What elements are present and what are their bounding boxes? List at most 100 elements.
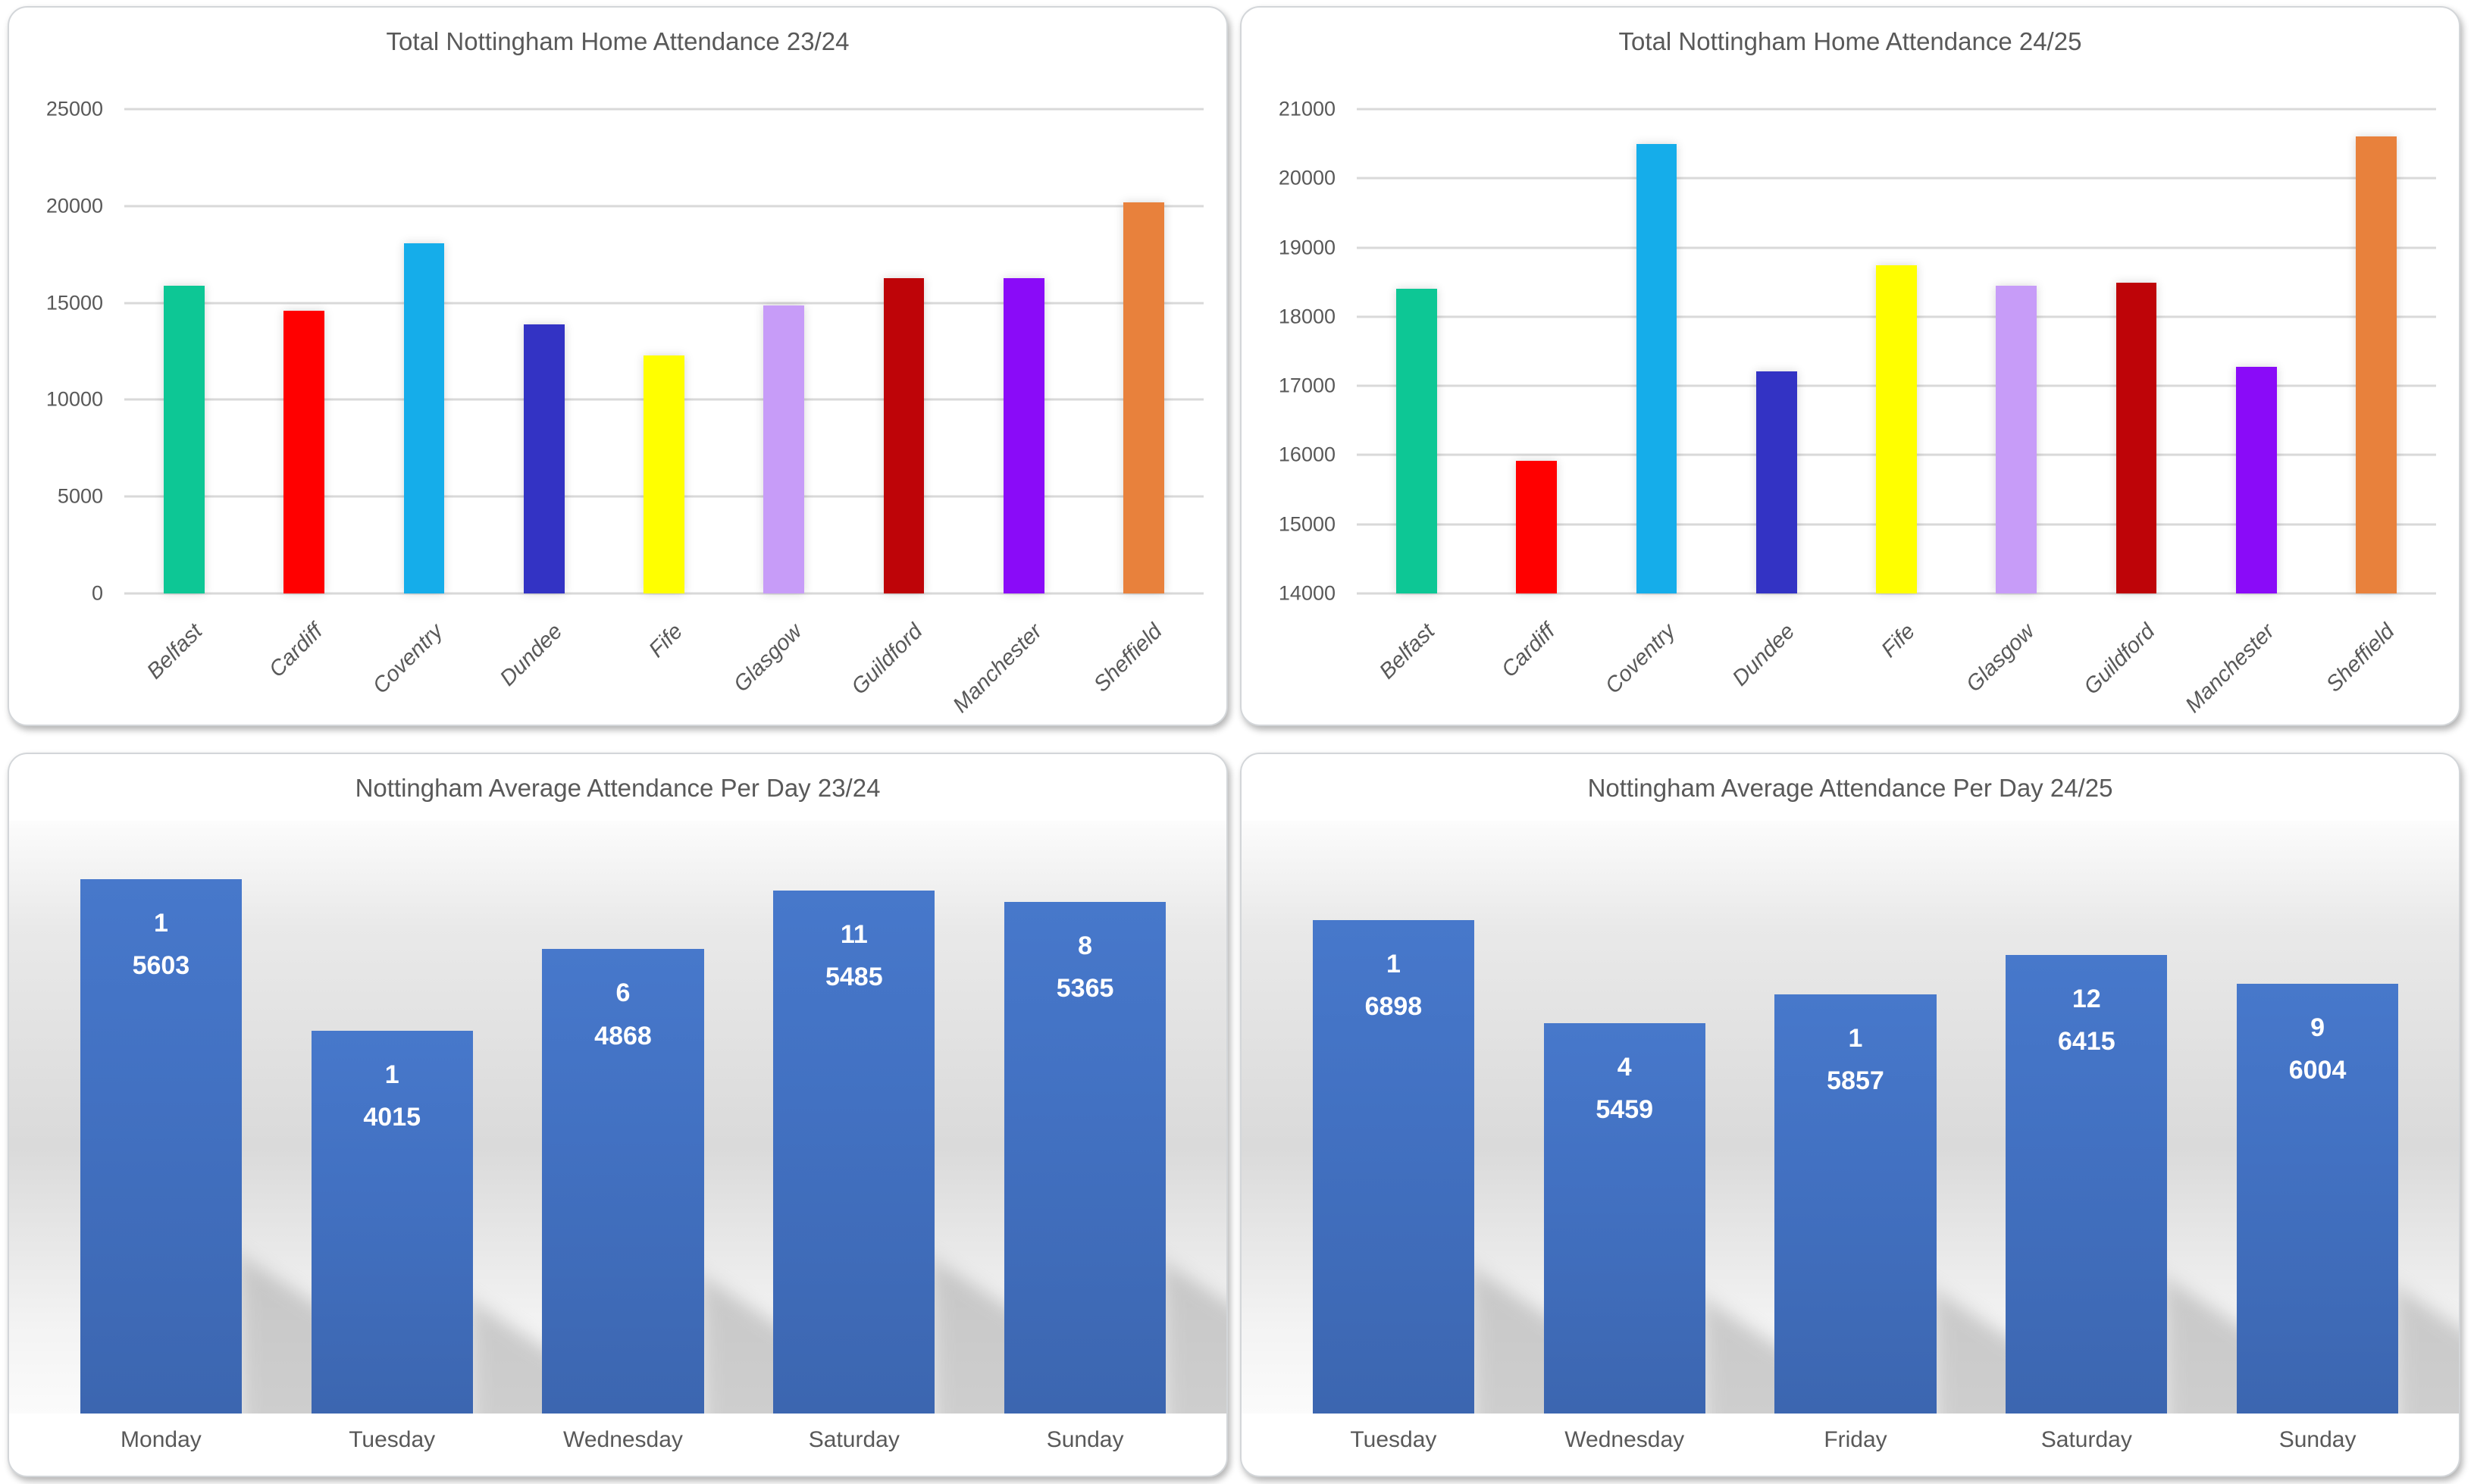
- gridline: [1357, 592, 2436, 595]
- plot-area: [1357, 108, 2436, 595]
- y-tick-label: 25000: [45, 97, 103, 121]
- plot-area: 1 6898 4 5459 1 5857 12 6415 9 6004: [1242, 841, 2459, 1414]
- bar-coventry: [403, 243, 445, 593]
- data-label-games: 9: [2310, 1013, 2325, 1043]
- bar-wednesday: 6 4868: [542, 949, 704, 1414]
- gridline: [124, 592, 1204, 595]
- chart-title: Nottingham Average Attendance Per Day 24…: [1587, 774, 2113, 802]
- gridline: [124, 108, 1204, 111]
- category-label: Sunday: [2278, 1427, 2357, 1452]
- category-label: Glasgow: [1962, 619, 2040, 697]
- data-label-average: 4868: [594, 1021, 652, 1050]
- y-tick-label: 21000: [1278, 97, 1336, 121]
- bar-guildford: [2115, 283, 2157, 593]
- data-label-games: 1: [384, 1060, 399, 1089]
- x-axis-labels: Monday Tuesday Wednesday Saturday Sunday: [45, 1427, 1201, 1461]
- category-label: Sheffield: [1089, 619, 1167, 697]
- bar-dundee: [523, 324, 565, 593]
- category-label: Tuesday: [1350, 1427, 1437, 1452]
- bar-belfast: [164, 286, 205, 593]
- bar-sheffield: [2355, 136, 2397, 593]
- data-label: 6 4868: [542, 949, 703, 1057]
- chart-title: Total Nottingham Home Attendance 24/25: [1618, 27, 2082, 55]
- y-tick-label: 17000: [1278, 374, 1336, 397]
- bar-fife: [644, 355, 684, 593]
- data-label: 4 5459: [1544, 1023, 1705, 1131]
- category-label: Cardiff: [264, 619, 327, 683]
- chart-title: Nottingham Average Attendance Per Day 23…: [355, 774, 881, 802]
- category-label: Monday: [121, 1427, 202, 1452]
- data-label-average: 5485: [825, 962, 883, 991]
- data-label-games: 6: [615, 978, 631, 1008]
- bar-coventry: [1636, 143, 1677, 593]
- bars-container: 1 5603 1 4015 6 4868 11 5485 8 5365: [45, 841, 1201, 1414]
- bar-sheffield: [1123, 202, 1164, 593]
- gridline: [1357, 108, 2436, 111]
- data-label-average: 5603: [132, 951, 190, 981]
- category-label: Sheffield: [2322, 619, 2400, 697]
- category-label: Guildford: [2079, 619, 2160, 700]
- y-tick-label: 5000: [57, 484, 103, 508]
- data-label: 9 6004: [2237, 984, 2398, 1091]
- bar-manchester: [1003, 278, 1044, 593]
- category-label: Fife: [644, 619, 687, 662]
- x-axis-labels: Tuesday Wednesday Friday Saturday Sunday: [1278, 1427, 2433, 1461]
- category-label: Saturday: [808, 1427, 900, 1452]
- data-label: 11 5485: [773, 891, 935, 998]
- data-label-games: 11: [840, 919, 868, 949]
- bar-wednesday: 4 5459: [1543, 1022, 1705, 1414]
- category-label: Tuesday: [349, 1427, 436, 1452]
- category-label: Manchester: [2181, 619, 2280, 718]
- chart-card-total-attendance-2425: Total Nottingham Home Attendance 24/25 2…: [1240, 6, 2460, 726]
- bar-friday: 1 5857: [1774, 994, 1937, 1414]
- bar-monday: 1 5603: [80, 878, 243, 1414]
- bar-saturday: 11 5485: [773, 890, 935, 1414]
- category-label: Dundee: [1727, 619, 1800, 691]
- y-tick-label: 0: [91, 581, 103, 605]
- plot-area: [124, 108, 1204, 595]
- category-label: Wednesday: [563, 1427, 683, 1452]
- bar-cardiff: [283, 310, 325, 593]
- x-axis-labels: Belfast Cardiff Coventry Dundee Fife Glasgow G…: [124, 609, 1204, 722]
- bar-tuesday: 1 4015: [311, 1030, 473, 1414]
- y-tick-label: 16000: [1278, 443, 1336, 466]
- data-label-average: 5459: [1596, 1094, 1654, 1124]
- y-axis: 21000 20000 19000 18000 17000 16000 15000 14000: [1242, 98, 1336, 605]
- bar-fife: [1876, 265, 1917, 593]
- category-label: Glasgow: [729, 619, 807, 697]
- chart-card-average-per-day-2425: Nottingham Average Attendance Per Day 24…: [1240, 753, 2460, 1477]
- category-label: Belfast: [142, 619, 208, 684]
- data-label-average: 6004: [2288, 1056, 2347, 1085]
- bar-cardiff: [1516, 460, 1558, 593]
- data-label-average: 6898: [1364, 992, 1423, 1022]
- data-label: 1 5857: [1774, 994, 1936, 1102]
- data-label-games: 1: [153, 908, 168, 938]
- y-tick-label: 20000: [45, 194, 103, 218]
- data-label: 12 6415: [2006, 955, 2167, 1063]
- bar-glasgow: [763, 305, 805, 593]
- data-label-games: 1: [1386, 950, 1401, 979]
- data-label: 1 5603: [80, 879, 242, 987]
- data-label: 1 6898: [1313, 920, 1474, 1028]
- bars-container: 1 6898 4 5459 1 5857 12 6415 9 6004: [1278, 841, 2433, 1414]
- bar-tuesday: 1 6898: [1312, 920, 1475, 1414]
- bar-belfast: [1396, 289, 1437, 593]
- chart-card-average-per-day-2324: Nottingham Average Attendance Per Day 23…: [8, 753, 1228, 1477]
- data-label: 1 4015: [312, 1031, 473, 1138]
- gridline: [124, 205, 1204, 208]
- y-tick-label: 10000: [45, 387, 103, 411]
- x-axis-labels: Belfast Cardiff Coventry Dundee Fife Glasgow G…: [1357, 609, 2436, 722]
- bar-sunday: 9 6004: [2236, 984, 2399, 1414]
- category-label: Wednesday: [1564, 1427, 1685, 1452]
- gridline: [124, 302, 1204, 305]
- bar-manchester: [2235, 366, 2277, 593]
- data-label-games: 1: [1848, 1024, 1863, 1054]
- data-label-games: 8: [1078, 931, 1093, 960]
- category-label: Manchester: [948, 619, 1048, 718]
- data-label-average: 6415: [2057, 1026, 2115, 1056]
- chart-card-total-attendance-2324: Total Nottingham Home Attendance 23/24 2…: [8, 6, 1228, 726]
- category-label: Saturday: [2040, 1427, 2132, 1452]
- category-label: Sunday: [1046, 1427, 1124, 1452]
- gridline: [1357, 246, 2436, 249]
